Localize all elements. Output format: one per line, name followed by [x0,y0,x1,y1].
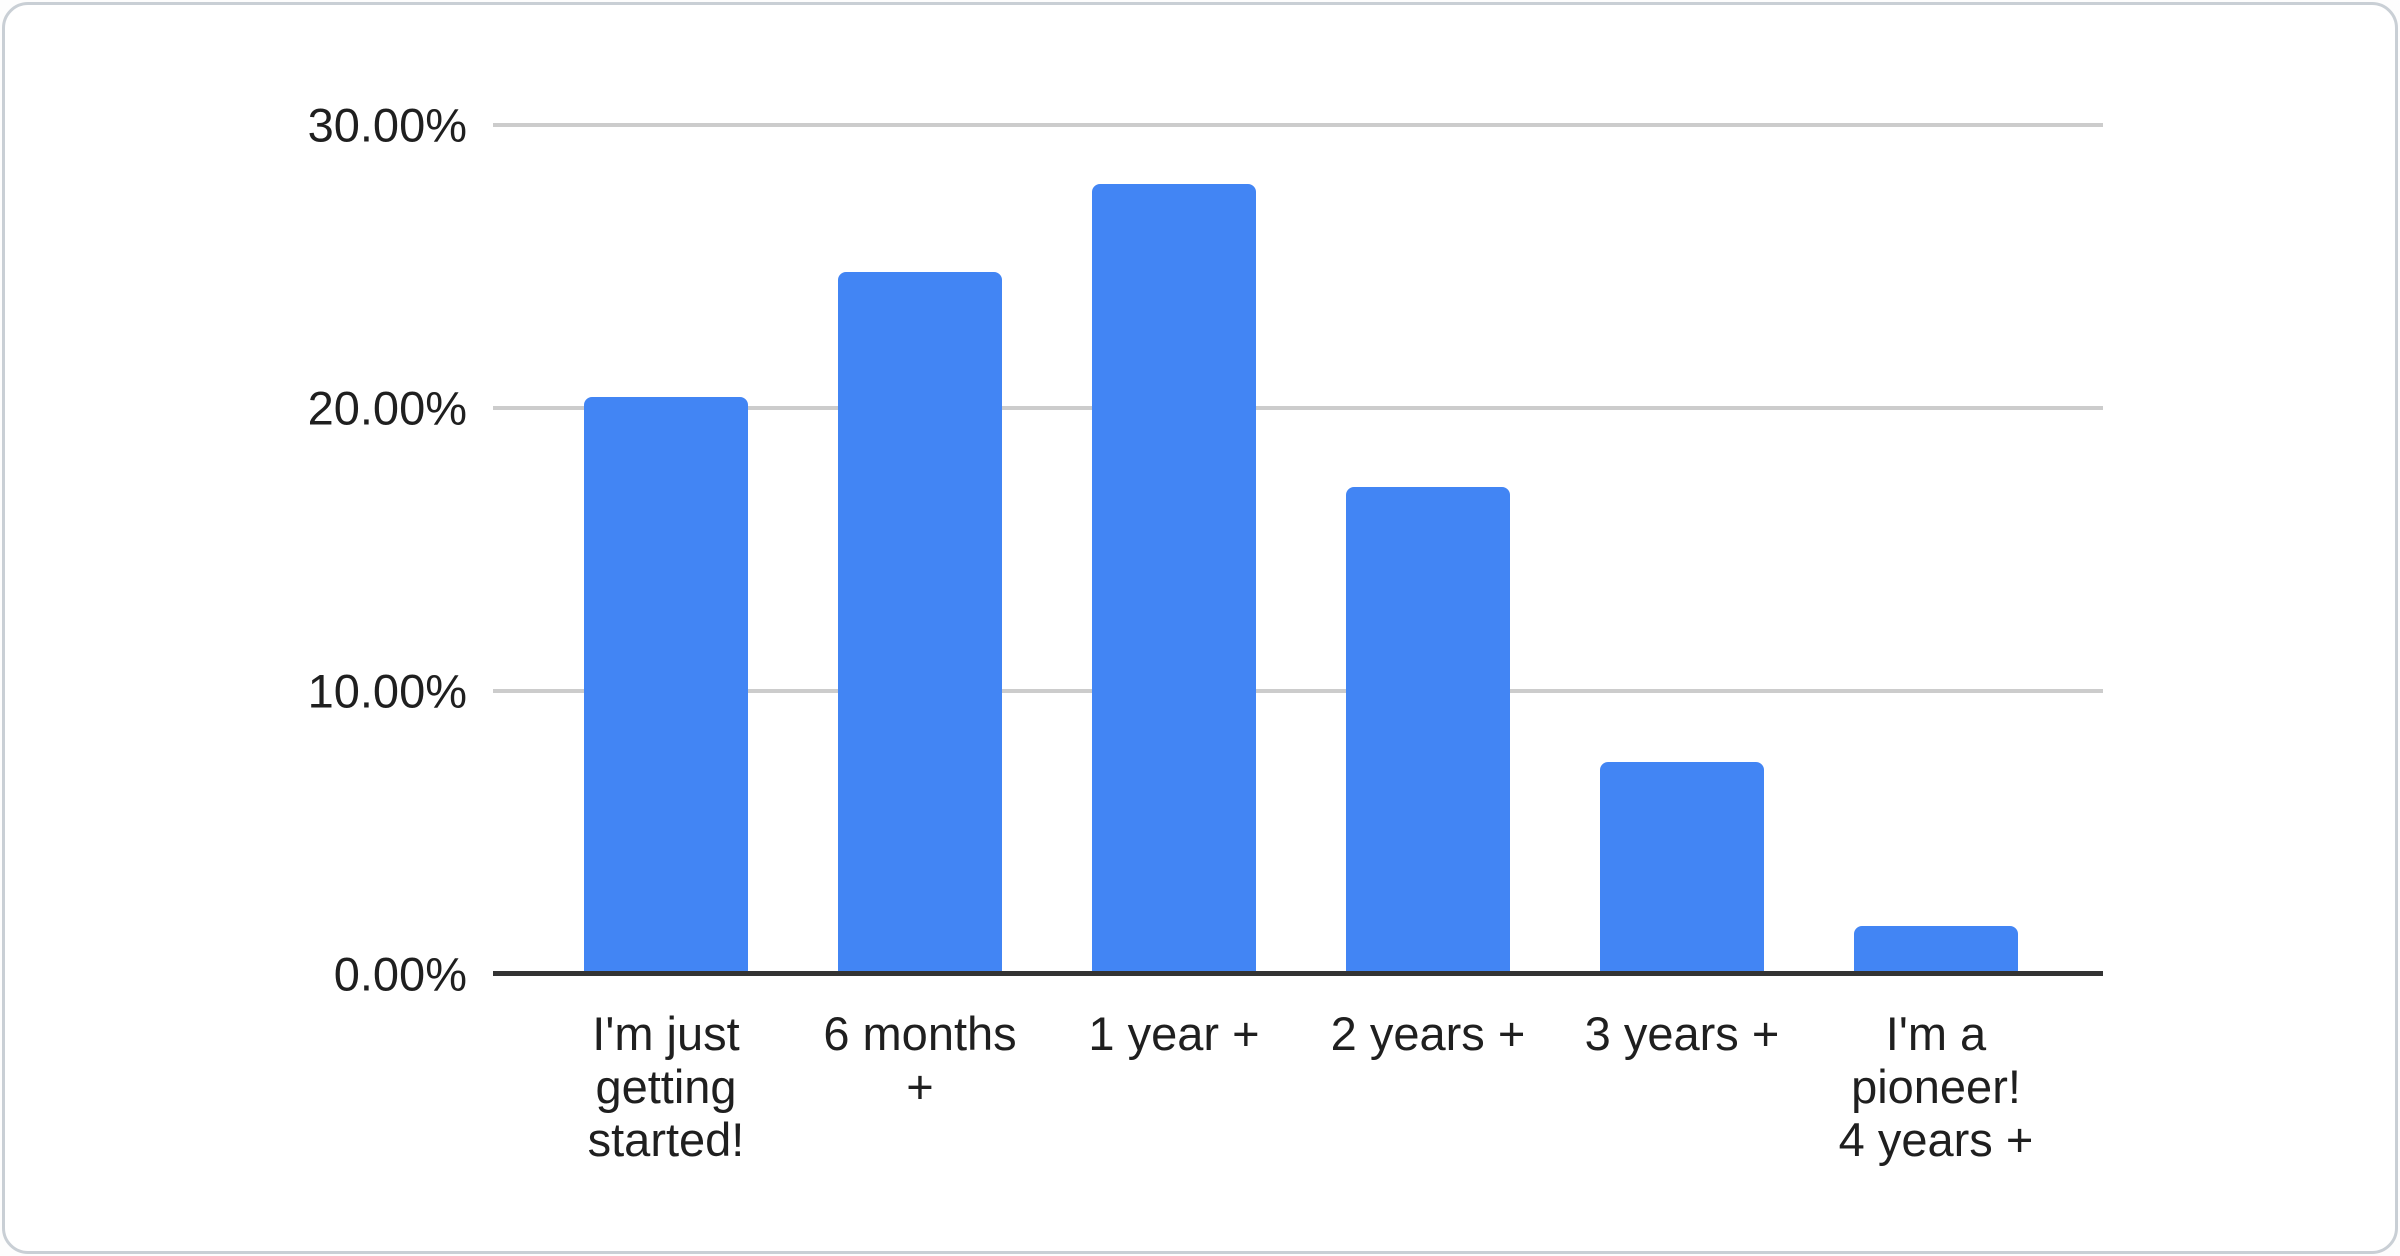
y-axis-tick-label-10: 10.00% [307,664,467,718]
x-axis-baseline [493,971,2103,976]
bar-series [539,125,2063,974]
gridline-10-percent [493,689,2103,693]
x-axis-tick-label-1-year: 1 year + [1088,1007,1260,1060]
band-3-years [1555,125,1809,974]
bar-3-years[interactable] [1600,761,1764,974]
y-axis-tick-label-0: 0.00% [333,947,467,1001]
bar-just-getting-started[interactable] [584,396,748,974]
band-just-getting-started [539,125,793,974]
bar-2-years[interactable] [1346,487,1510,974]
band-2-years [1301,125,1555,974]
y-axis-tick-label-20: 20.00% [307,381,467,435]
x-axis-tick-label-pioneer-4-years: I'm a pioneer! 4 years + [1838,1007,2034,1166]
x-axis-tick-label-6-months: 6 months + [823,1007,1017,1113]
x-axis-tick-label-just-getting-started: I'm just getting started! [587,1007,745,1166]
y-axis-tick-label-30: 30.00% [307,98,467,152]
x-axis-tick-labels: I'm just getting started! 6 months + 1 y… [539,1007,2063,1166]
gridline-20-percent [493,405,2103,410]
bar-1-year[interactable] [1092,184,1256,974]
band-6-months [793,125,1047,974]
bar-6-months[interactable] [838,272,1002,974]
band-pioneer-4-years [1809,125,2063,974]
band-1-year [1047,125,1301,974]
gridline-30-percent [493,123,2103,127]
x-axis-tick-label-3-years: 3 years + [1584,1007,1780,1060]
bar-pioneer-4-years[interactable] [1854,925,2018,974]
x-axis-tick-label-2-years: 2 years + [1330,1007,1526,1060]
plot-area [493,123,2103,976]
